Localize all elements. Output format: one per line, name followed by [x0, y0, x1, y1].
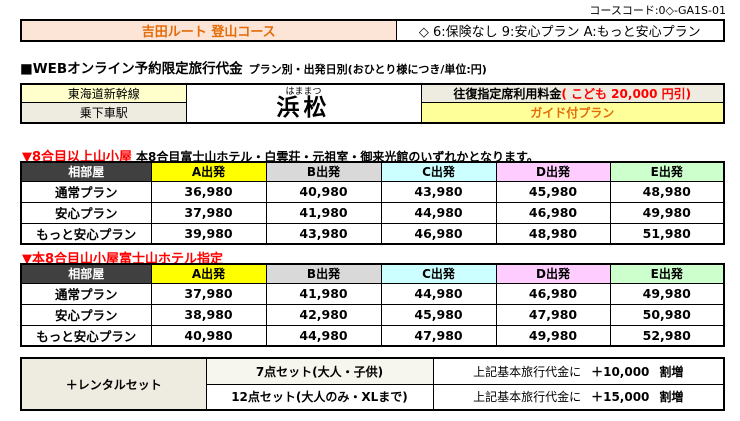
- table-row: 通常プラン 36,980 40,980 43,980 45,980 48,980: [20, 180, 725, 203]
- plan-label: 通常プラン: [20, 180, 152, 203]
- station-furigana: はままつ: [285, 86, 322, 97]
- station-table: 東海道新幹線 はままつ 浜松 往復指定席利用料金( こども 20,000 円引)…: [20, 83, 725, 124]
- rental-surcharge-7: 上記基本旅行代金に ＋10,000 割増: [432, 357, 725, 385]
- price-cell: 51,980: [609, 222, 725, 245]
- price-cell: 40,980: [265, 180, 382, 203]
- course-code: コースコード:0◇-GA1S-01: [589, 4, 726, 17]
- table-header-row: 相部屋 A出発 B出発 C出発 D出発 E出発: [20, 263, 725, 284]
- price-cell: 50,980: [609, 303, 725, 326]
- price-cell: 37,980: [150, 201, 267, 224]
- price-cell: 49,980: [609, 282, 725, 305]
- price-cell: 41,980: [265, 201, 382, 224]
- price-cell: 47,980: [495, 303, 611, 326]
- table-row: 通常プラン 37,980 41,980 44,980 46,980 49,980: [20, 282, 725, 305]
- price-cell: 45,980: [495, 180, 611, 203]
- price-table-upper-huts: 相部屋 A出発 B出発 C出発 D出発 E出発 通常プラン 36,980 40,…: [20, 161, 725, 245]
- departure-a-header: A出発: [150, 161, 267, 182]
- table-row: 12点セット(大人のみ・XLまで) 上記基本旅行代金に ＋15,000 割増: [21, 383, 725, 411]
- departure-b-header: B出発: [265, 263, 382, 284]
- departure-e-header: E出発: [609, 161, 725, 182]
- room-type-header: 相部屋: [20, 161, 152, 182]
- rail-line-cell: 東海道新幹線: [20, 83, 187, 103]
- surcharge-amount: ＋10,000: [591, 364, 650, 379]
- page-title-sub: プラン別・出発日別(おひとり様につき/単位:円): [248, 63, 487, 76]
- departure-d-header: D出発: [495, 161, 611, 182]
- plan-label: 安心プラン: [20, 303, 152, 326]
- table-row: もっと安心プラン 40,980 44,980 47,980 49,980 52,…: [20, 324, 725, 347]
- price-cell: 49,980: [609, 201, 725, 224]
- boarding-station-cell: 乗下車駅: [20, 102, 187, 123]
- price-cell: 49,980: [495, 324, 611, 347]
- surcharge-suffix: 割増: [659, 364, 684, 379]
- price-table-fujisan-hotel: 相部屋 A出発 B出発 C出発 D出発 E出発 通常プラン 37,980 41,…: [20, 263, 725, 347]
- fare-note-cell: 往復指定席利用料金( こども 20,000 円引): [420, 83, 725, 103]
- room-type-header: 相部屋: [20, 263, 152, 284]
- departure-c-header: C出発: [380, 263, 497, 284]
- price-cell: 38,980: [150, 303, 267, 326]
- plan-label: もっと安心プラン: [20, 324, 152, 347]
- price-cell: 36,980: [150, 180, 267, 203]
- table-row: もっと安心プラン 39,980 43,980 46,980 48,980 51,…: [20, 222, 725, 245]
- station-name-cell: はままつ 浜松: [185, 83, 422, 123]
- price-cell: 46,980: [495, 282, 611, 305]
- rental-set-label: ＋レンタルセット: [20, 357, 207, 411]
- plan-label: 安心プラン: [20, 201, 152, 224]
- price-cell: 44,980: [380, 282, 497, 305]
- surcharge-base-text: 上記基本旅行代金に: [473, 364, 582, 379]
- surcharge-amount: ＋15,000: [591, 390, 650, 405]
- section1-title-note: 本8合目富士山ホテル・白雲荘・元祖室・御来光館のいずれかとなります。: [136, 150, 539, 164]
- price-cell: 44,980: [265, 324, 382, 347]
- surcharge-base-text: 上記基本旅行代金に: [473, 390, 582, 405]
- departure-b-header: B出発: [265, 161, 382, 182]
- departure-c-header: C出発: [380, 161, 497, 182]
- course-banner: 吉田ルート 登山コース ◇ 6:保険なし 9:安心プラン A:もっと安心プラン: [20, 19, 725, 42]
- fare-note-text: 往復指定席利用料金: [453, 87, 562, 101]
- price-cell: 37,980: [150, 282, 267, 305]
- guide-plan-cell: ガイド付プラン: [420, 102, 725, 123]
- price-cell: 52,980: [609, 324, 725, 347]
- price-cell: 46,980: [495, 201, 611, 224]
- price-cell: 43,980: [265, 222, 382, 245]
- price-cell: 48,980: [609, 180, 725, 203]
- price-cell: 40,980: [150, 324, 267, 347]
- price-cell: 39,980: [150, 222, 267, 245]
- station-name: 浜松: [276, 94, 331, 121]
- departure-e-header: E出発: [609, 263, 725, 284]
- price-cell: 44,980: [380, 201, 497, 224]
- page-title-main: ■WEBオンライン予約限定旅行代金: [20, 61, 243, 77]
- price-cell: 48,980: [495, 222, 611, 245]
- course-title: 吉田ルート 登山コース: [20, 19, 397, 42]
- plan-label: もっと安心プラン: [20, 222, 152, 245]
- rental-set-table: ＋レンタルセット 7点セット(大人・子供) 上記基本旅行代金に ＋10,000 割増…: [20, 357, 725, 411]
- table-row: 安心プラン 37,980 41,980 44,980 46,980 49,980: [20, 201, 725, 224]
- rental-set-7: 7点セット(大人・子供): [205, 357, 434, 385]
- rental-surcharge-12: 上記基本旅行代金に ＋15,000 割増: [432, 383, 725, 411]
- page-title: ■WEBオンライン予約限定旅行代金 プラン別・出発日別(おひとり様につき/単位:円…: [20, 57, 487, 77]
- departure-a-header: A出発: [150, 263, 267, 284]
- price-cell: 47,980: [380, 324, 497, 347]
- price-cell: 46,980: [380, 222, 497, 245]
- child-discount-text: ( こども 20,000 円引): [561, 87, 692, 101]
- price-cell: 41,980: [265, 282, 382, 305]
- departure-d-header: D出発: [495, 263, 611, 284]
- rental-set-12: 12点セット(大人のみ・XLまで): [205, 383, 434, 411]
- table-header-row: 相部屋 A出発 B出発 C出発 D出発 E出発: [20, 161, 725, 182]
- table-row: ＋レンタルセット 7点セット(大人・子供) 上記基本旅行代金に ＋10,000 割増: [20, 357, 725, 411]
- price-cell: 45,980: [380, 303, 497, 326]
- table-row: 安心プラン 38,980 42,980 45,980 47,980 50,980: [20, 303, 725, 326]
- price-cell: 43,980: [380, 180, 497, 203]
- plan-legend: ◇ 6:保険なし 9:安心プラン A:もっと安心プラン: [395, 19, 725, 42]
- plan-label: 通常プラン: [20, 282, 152, 305]
- price-cell: 42,980: [265, 303, 382, 326]
- surcharge-suffix: 割増: [659, 390, 684, 405]
